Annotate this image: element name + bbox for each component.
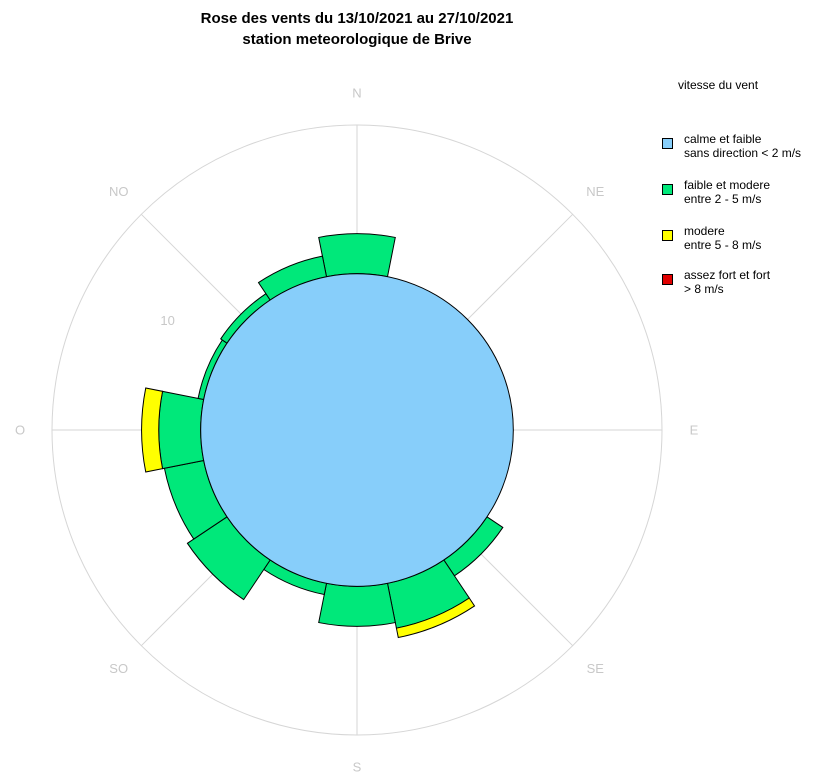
bar-faible-modere <box>318 233 396 278</box>
radial-tick-label: 10 <box>160 313 174 328</box>
direction-label: O <box>15 423 25 438</box>
legend-sublabel-faible-modere: entre 2 - 5 m/s <box>684 192 762 206</box>
bar-faible-modere <box>158 390 205 470</box>
legend-swatch-calme <box>662 138 673 149</box>
chart-title-line2: station meteorologique de Brive <box>242 31 472 48</box>
legend-label-fort: assez fort et fort <box>684 268 771 282</box>
direction-label: SE <box>587 661 605 676</box>
direction-label: N <box>352 86 361 101</box>
rose-bars <box>141 233 514 639</box>
direction-label: NO <box>109 184 129 199</box>
rose-labels: N NE E SE S SO O NO 10 <box>15 86 699 773</box>
calm-circle <box>200 273 514 587</box>
legend-sublabel-calme: sans direction < 2 m/s <box>684 146 802 160</box>
legend-sublabel-modere: entre 5 - 8 m/s <box>684 238 762 252</box>
legend-label-faible-modere: faible et modere <box>684 178 771 192</box>
legend-swatch-faible-modere <box>662 184 673 195</box>
legend-title: vitesse du vent <box>678 78 759 92</box>
bar-modere <box>395 597 476 639</box>
bar-modere <box>141 387 164 473</box>
legend-swatch-modere <box>662 230 673 241</box>
direction-label: SO <box>109 661 128 676</box>
legend-label-modere: modere <box>684 224 725 238</box>
chart-title-line1: Rose des vents du 13/10/2021 au 27/10/20… <box>200 10 514 27</box>
direction-label: S <box>353 760 362 773</box>
direction-label: E <box>690 423 699 438</box>
legend-label-calme: calme et faible <box>684 132 762 146</box>
legend-swatch-fort <box>662 274 673 285</box>
bar-faible-modere <box>318 582 396 627</box>
chart-title: Rose des vents du 13/10/2021 au 27/10/20… <box>0 8 714 50</box>
legend-sublabel-fort: > 8 m/s <box>684 282 724 296</box>
direction-label: NE <box>586 184 604 199</box>
